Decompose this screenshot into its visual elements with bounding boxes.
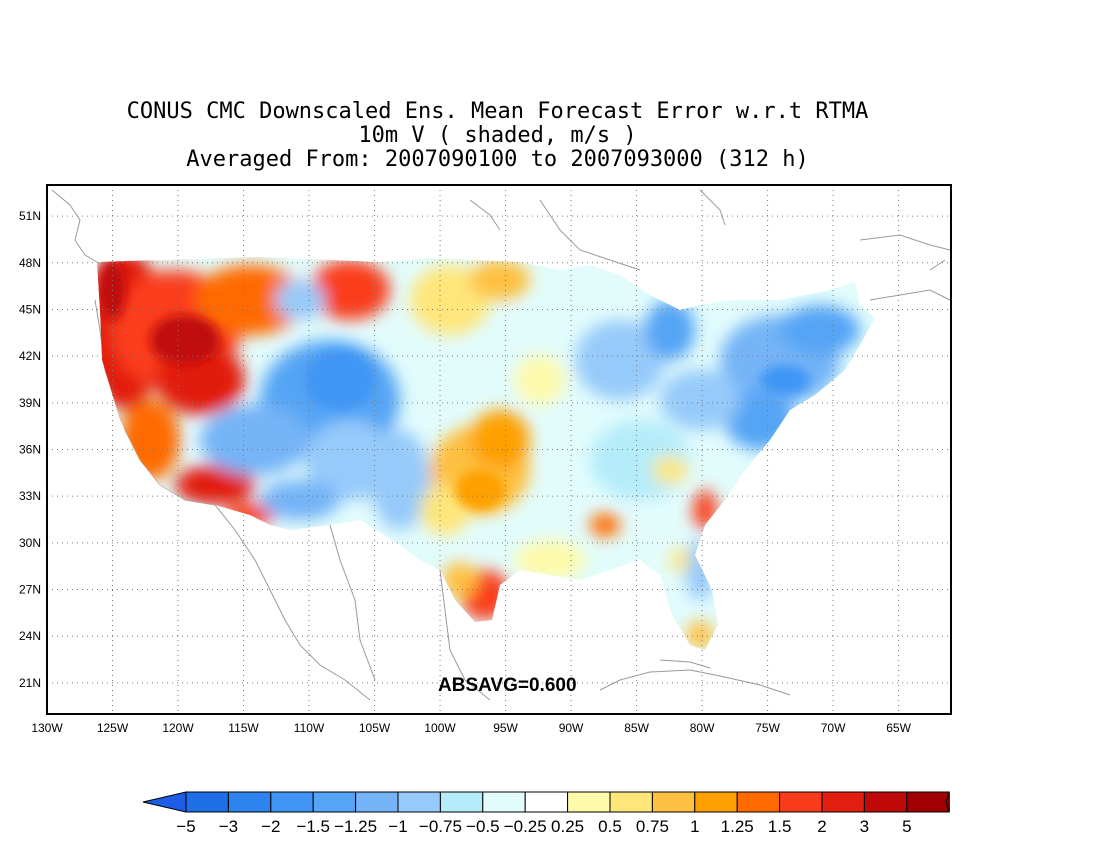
colorbar-right-arrow (945, 791, 950, 813)
colorbar-label: 1.25 (721, 817, 754, 836)
absavg-statistic: ABSAVG=0.600 (438, 675, 577, 696)
colorbar-label: 1 (690, 817, 699, 836)
colorbar-swatch (694, 791, 738, 813)
lon-tick-label: 70W (821, 721, 846, 735)
lon-tick-label: 80W (690, 721, 715, 735)
colorbar-swatch (863, 791, 908, 813)
latitude-labels: 51N 48N 45N 42N 39N 36N 33N 30N 27N 24N 21N (19, 209, 41, 690)
lat-tick-label: 24N (19, 629, 41, 643)
colorbar-left-arrow (142, 791, 187, 813)
lon-tick-label: 105W (359, 721, 391, 735)
colorbar-label: 0.25 (551, 817, 584, 836)
title-line-3: Averaged From: 2007090100 to 2007093000 … (186, 147, 809, 172)
colorbar-swatch (736, 791, 781, 813)
shaded-field (97, 257, 875, 650)
colorbar (142, 791, 950, 813)
colorbar-label: 2 (817, 817, 826, 836)
colorbar-labels: −5 −3 −2 −1.5 −1.25 −1 −0.75 −0.5 −0.25 0.25 0.5 0.… (176, 817, 911, 836)
colorbar-swatch (439, 791, 484, 813)
colorbar-swatch (609, 791, 653, 813)
lat-tick-label: 45N (19, 302, 41, 316)
lon-tick-label: 100W (424, 721, 456, 735)
map-frame (46, 184, 952, 715)
colorbar-swatch (482, 791, 526, 813)
lat-tick-label: 30N (19, 536, 41, 550)
colorbar-swatch (821, 791, 865, 813)
lat-tick-label: 48N (19, 256, 41, 270)
colorbar-swatch (227, 791, 272, 813)
lon-tick-label: 65W (886, 721, 911, 735)
colorbar-label: 3 (860, 817, 869, 836)
lon-tick-label: 130W (31, 721, 63, 735)
title-line-2: 10m V ( shaded, m/s ) (358, 123, 637, 148)
lat-tick-label: 39N (19, 396, 41, 410)
colorbar-label: −1.5 (296, 817, 330, 836)
colorbar-label: −0.25 (504, 817, 547, 836)
colorbar-label: −1.25 (334, 817, 377, 836)
colorbar-swatch (270, 791, 314, 813)
lat-tick-label: 51N (19, 209, 41, 223)
lon-tick-label: 85W (624, 721, 649, 735)
colorbar-label: −2 (261, 817, 280, 836)
colorbar-swatch (185, 791, 229, 813)
colorbar-swatch (397, 791, 441, 813)
lat-tick-label: 36N (19, 443, 41, 457)
colorbar-swatch (567, 791, 611, 813)
lon-tick-label: 120W (162, 721, 194, 735)
lat-tick-label: 21N (19, 676, 41, 690)
colorbar-label: −3 (219, 817, 238, 836)
colorbar-label: 0.5 (598, 817, 622, 836)
lon-tick-label: 125W (97, 721, 129, 735)
colorbar-label: 5 (902, 817, 911, 836)
lat-tick-label: 27N (19, 583, 41, 597)
figure-title: CONUS CMC Downscaled Ens. Mean Forecast … (0, 100, 995, 172)
colorbar-label: 1.5 (768, 817, 792, 836)
lon-tick-label: 110W (294, 721, 325, 735)
colorbar-label: −0.5 (466, 817, 500, 836)
colorbar-label: −0.75 (419, 817, 462, 836)
title-line-1: CONUS CMC Downscaled Ens. Mean Forecast … (126, 99, 869, 124)
grid-lines (47, 185, 951, 714)
lat-tick-label: 33N (19, 489, 41, 503)
lat-tick-label: 42N (19, 349, 41, 363)
colorbar-label: −5 (176, 817, 195, 836)
colorbar-swatch (355, 791, 399, 813)
lon-tick-label: 75W (755, 721, 780, 735)
lon-tick-label: 115W (228, 721, 259, 735)
colorbar-label: −1 (388, 817, 407, 836)
colorbar-swatch (651, 791, 696, 813)
colorbar-swatch (312, 791, 357, 813)
colorbar-label: 0.75 (636, 817, 669, 836)
lon-tick-label: 95W (493, 721, 518, 735)
colorbar-swatch (906, 791, 950, 813)
longitude-labels: 130W 125W 120W 115W 110W 105W 100W 95W 90W 85W 80W… (31, 721, 911, 735)
colorbar-swatch (524, 791, 569, 813)
colorbar-swatch (779, 791, 823, 813)
lon-tick-label: 90W (559, 721, 584, 735)
